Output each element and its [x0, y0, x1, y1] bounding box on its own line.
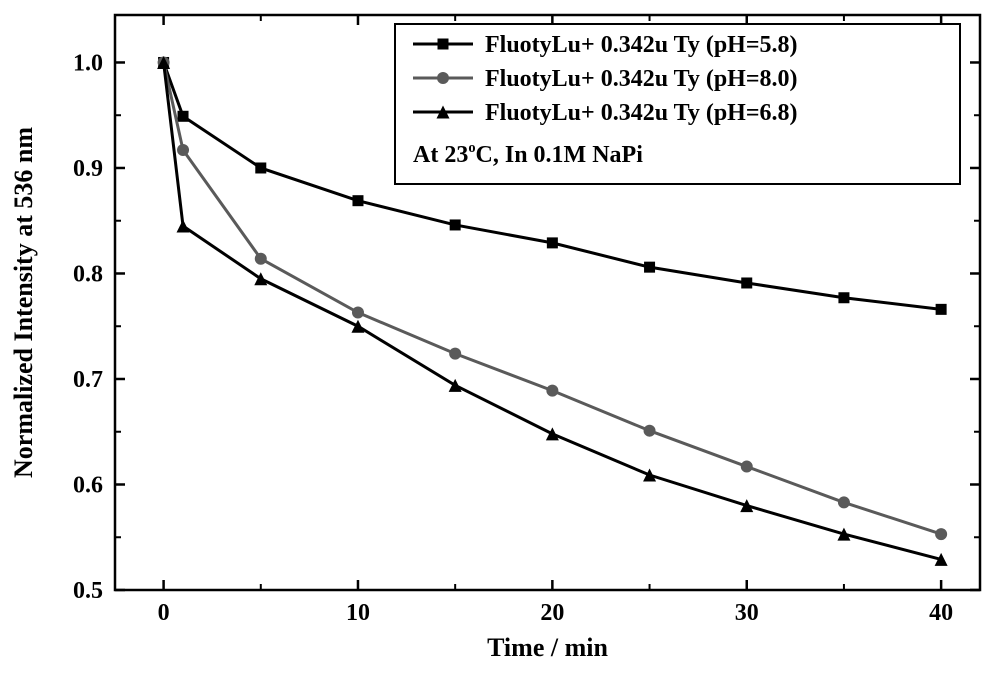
x-tick-label: 10 [346, 600, 370, 626]
marker-circle [177, 144, 189, 156]
marker-circle [935, 528, 947, 540]
x-axis-label: Time / min [487, 633, 608, 662]
series-line-ph80 [164, 62, 942, 534]
legend-label: FluotyLu+ 0.342u Ty (pH=6.8) [485, 100, 798, 126]
marker-circle [255, 253, 267, 265]
marker-square [178, 111, 189, 122]
marker-square [547, 237, 558, 248]
marker-circle [741, 461, 753, 473]
marker-square [741, 277, 752, 288]
marker-square [450, 219, 461, 230]
y-tick-label: 0.9 [73, 156, 103, 182]
marker-square [936, 304, 947, 315]
marker-circle [838, 496, 850, 508]
marker-triangle [351, 320, 364, 333]
y-axis-label: Normalized Intensity at 536 nm [9, 127, 38, 478]
y-tick-label: 1.0 [73, 50, 103, 76]
y-tick-label: 0.7 [73, 367, 103, 393]
legend-label: FluotyLu+ 0.342u Ty (pH=5.8) [485, 32, 798, 58]
y-tick-label: 0.6 [73, 472, 103, 498]
marker-circle [437, 72, 449, 84]
marker-triangle [546, 427, 559, 440]
marker-square [644, 262, 655, 273]
marker-circle [449, 348, 461, 360]
marker-circle [644, 425, 656, 437]
series-line-ph68 [164, 62, 942, 559]
x-tick-label: 0 [158, 600, 170, 626]
legend-label: FluotyLu+ 0.342u Ty (pH=8.0) [485, 66, 798, 92]
x-tick-label: 40 [929, 600, 953, 626]
x-tick-label: 20 [540, 600, 564, 626]
marker-circle [352, 307, 364, 319]
marker-square [255, 162, 266, 173]
y-tick-label: 0.8 [73, 261, 103, 287]
marker-square [838, 292, 849, 303]
marker-circle [546, 385, 558, 397]
marker-square [352, 195, 363, 206]
x-tick-label: 30 [735, 600, 759, 626]
legend-condition: At 23oC, In 0.1M NaPi [413, 140, 643, 168]
marker-square [438, 39, 449, 50]
marker-triangle [177, 220, 190, 233]
marker-triangle [449, 379, 462, 392]
chart-svg: 0 10 20 30 40 0.5 0.6 0.7 0.8 0.9 1.0 Time / min Nor… [0, 0, 1000, 673]
y-tick-label: 0.5 [73, 578, 103, 604]
chart-container: 0 10 20 30 40 0.5 0.6 0.7 0.8 0.9 1.0 Time / min Nor… [0, 0, 1000, 673]
